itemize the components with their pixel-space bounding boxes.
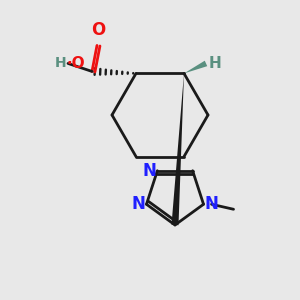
Polygon shape bbox=[184, 61, 207, 74]
Text: H: H bbox=[54, 56, 66, 70]
Text: N: N bbox=[205, 195, 218, 213]
Text: H: H bbox=[208, 56, 221, 71]
Text: O: O bbox=[91, 21, 105, 39]
Text: N: N bbox=[131, 195, 146, 213]
Text: ·O: ·O bbox=[67, 56, 86, 71]
Text: N: N bbox=[142, 162, 156, 180]
Polygon shape bbox=[172, 74, 184, 225]
